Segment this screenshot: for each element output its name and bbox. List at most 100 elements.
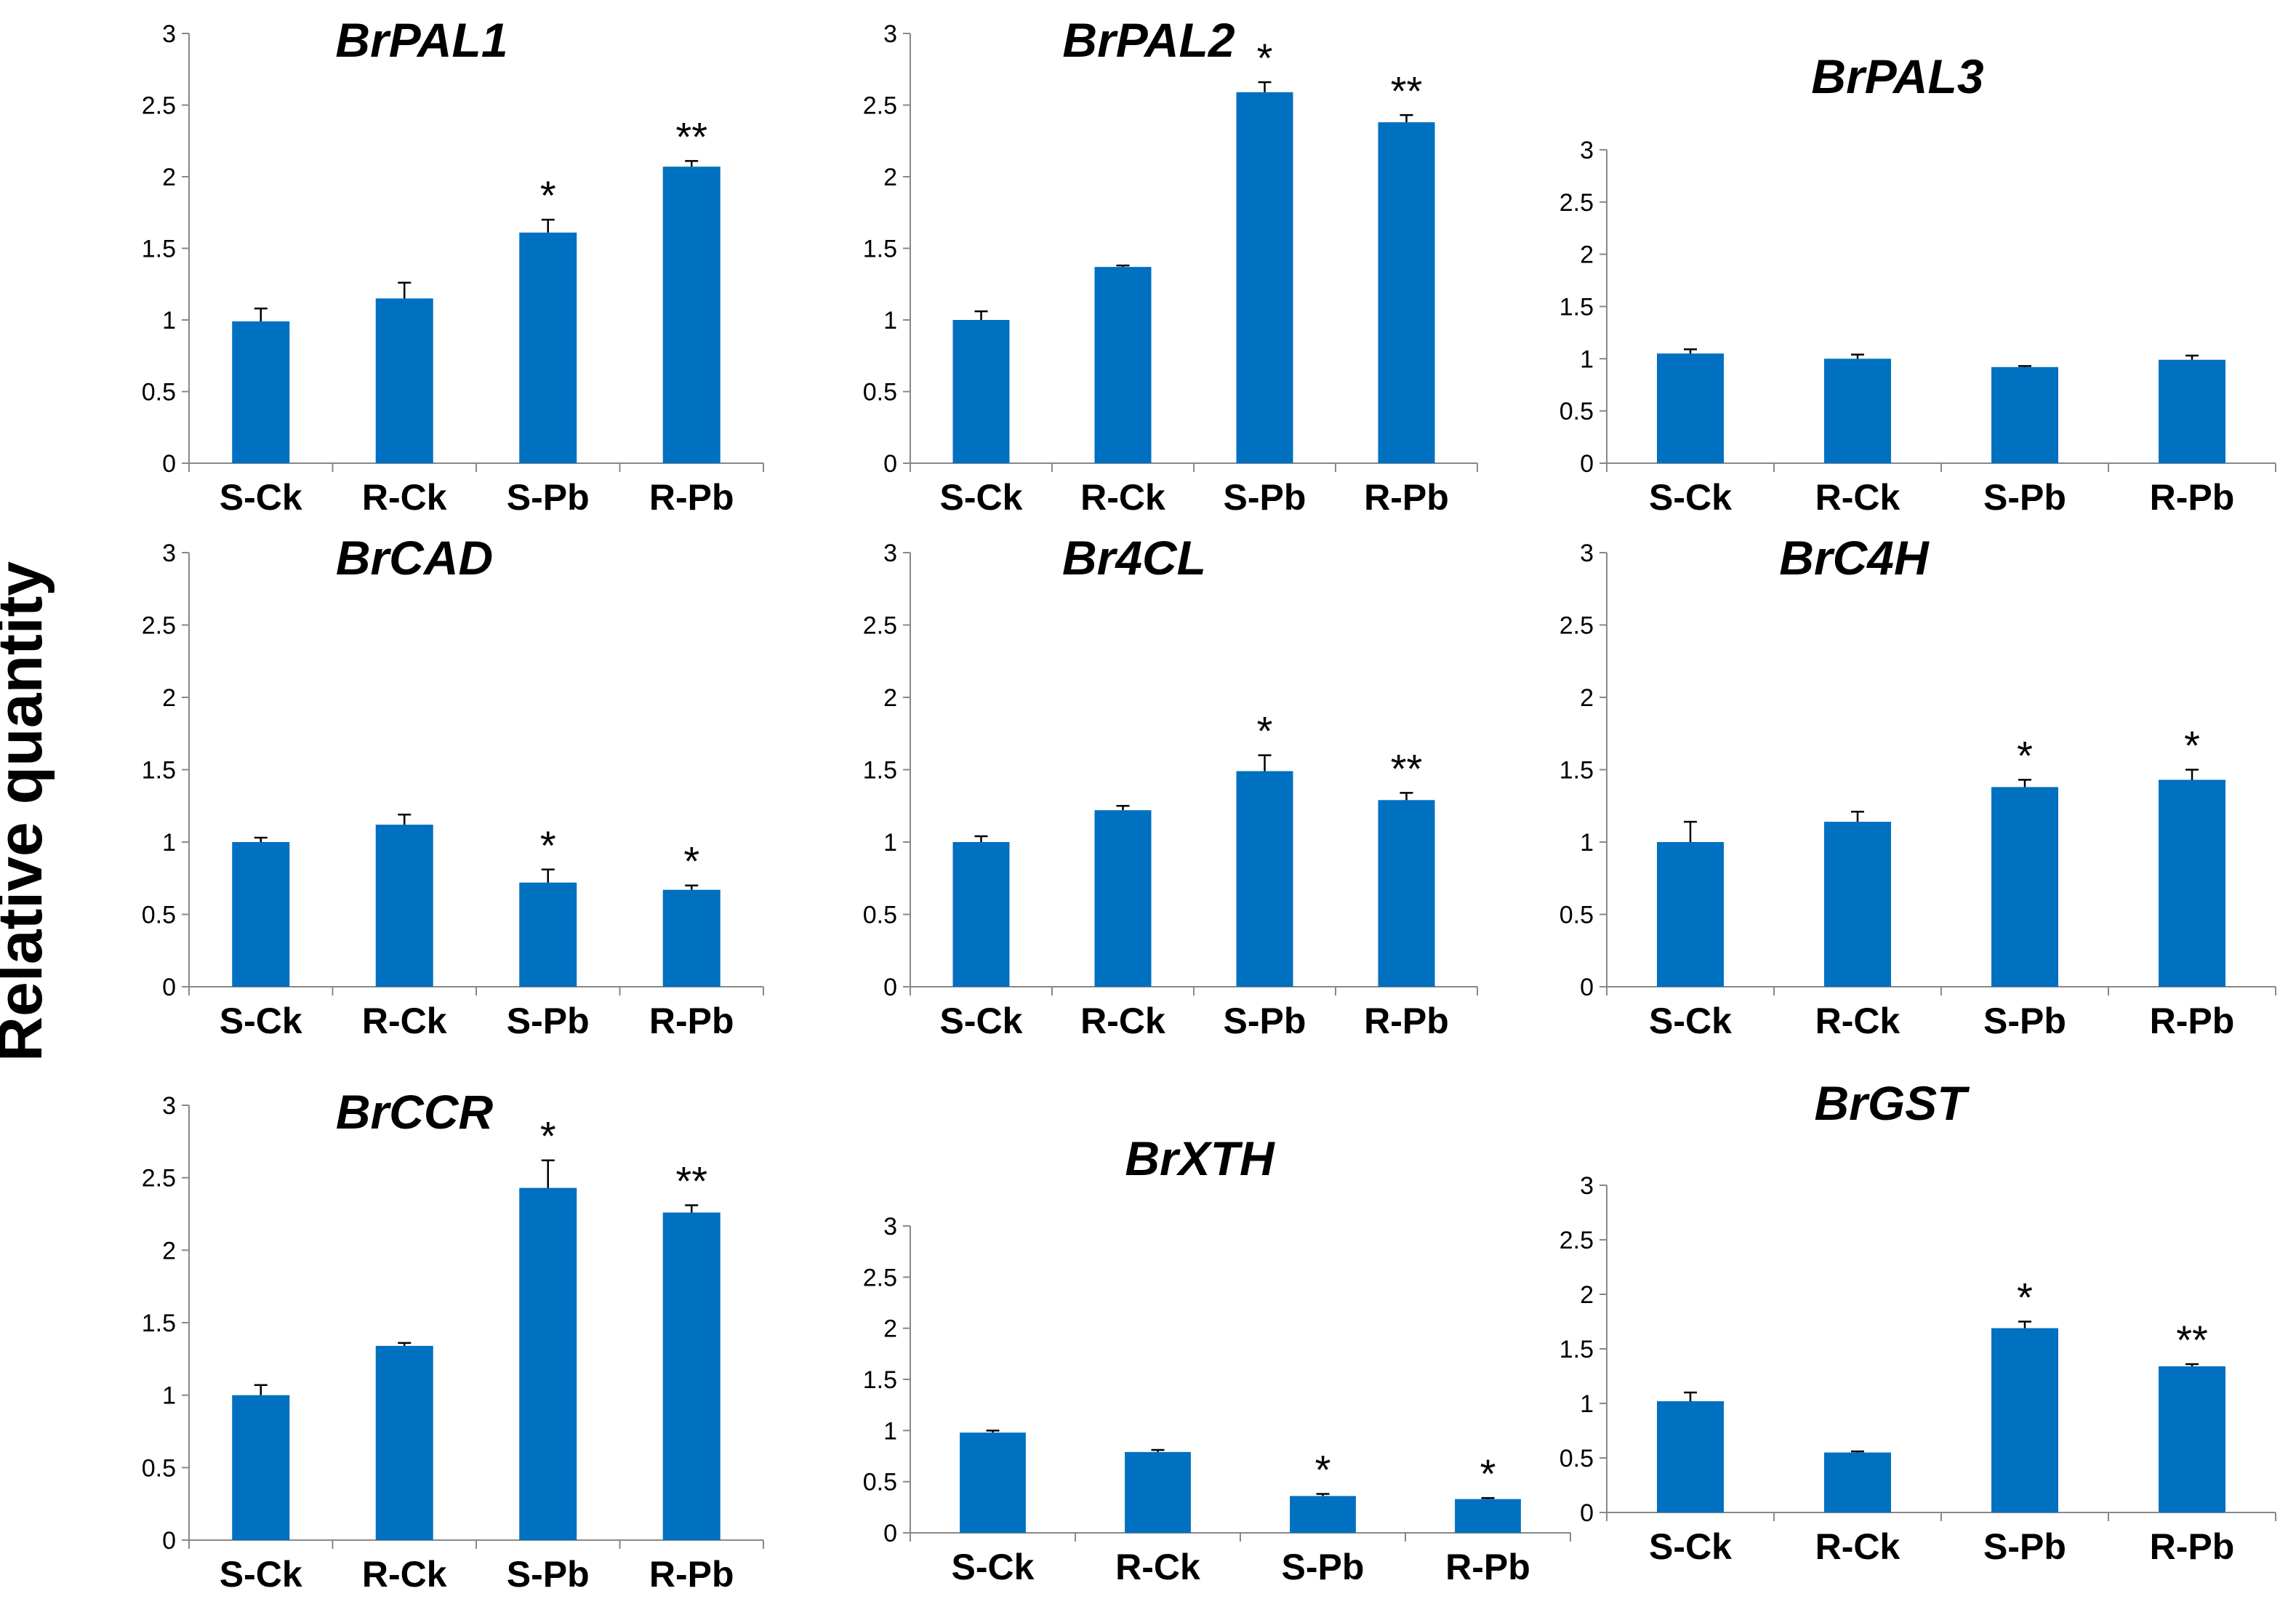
bar	[2159, 780, 2225, 987]
significance-marker: *	[1315, 1447, 1331, 1493]
chart-panel-brpal1: BrPAL1 0 0.5 1 1.5 2 2.5 3 S-Ck R-Ck * S-Pb ** R-Pb	[142, 13, 764, 518]
y-tick-label: 3	[1580, 137, 1594, 164]
bar	[1824, 822, 1891, 987]
bar	[960, 1432, 1026, 1533]
y-tick-label: 1	[162, 307, 176, 334]
x-tick-label: S-Pb	[1983, 477, 2066, 518]
significance-marker: **	[2176, 1317, 2208, 1363]
significance-marker: *	[1257, 35, 1273, 81]
x-tick-label: R-Pb	[1364, 1001, 1449, 1041]
y-tick-label: 1	[883, 1417, 897, 1445]
significance-marker: *	[540, 822, 556, 868]
chart-title: BrXTH	[1125, 1131, 1275, 1185]
y-tick-label: 2.5	[863, 1264, 897, 1291]
bar	[375, 298, 433, 463]
significance-marker: **	[1391, 745, 1423, 791]
significance-marker: **	[675, 1158, 707, 1204]
bar	[1290, 1496, 1356, 1533]
chart-title: BrGST	[1814, 1076, 1970, 1130]
bar	[519, 232, 577, 463]
y-tick-label: 0.5	[863, 379, 897, 406]
y-tick-label: 2	[1580, 241, 1594, 269]
x-tick-label: S-Pb	[1224, 1001, 1306, 1041]
significance-marker: **	[675, 113, 707, 159]
bar	[232, 1395, 290, 1540]
bar	[2159, 1366, 2225, 1512]
plot-group: BrCAD 0 0.5 1 1.5 2 2.5 3 S-Ck R-Ck * S-Pb * R-Pb	[142, 531, 764, 1041]
y-tick-label: 0	[162, 450, 176, 478]
x-tick-label: R-Ck	[1115, 1547, 1200, 1587]
chart-panel-brxth: BrXTH 0 0.5 1 1.5 2 2.5 3 S-Ck R-Ck * S-Pb * R-Pb	[863, 1131, 1571, 1587]
significance-marker: *	[2017, 732, 2033, 778]
y-tick-label: 1	[1580, 829, 1594, 857]
x-tick-label: S-Ck	[220, 1554, 302, 1595]
y-tick-label: 2	[883, 684, 897, 712]
y-tick-label: 3	[883, 540, 897, 567]
y-tick-label: 0.5	[1560, 902, 1594, 929]
x-tick-label: R-Pb	[1445, 1547, 1530, 1587]
significance-marker: *	[1257, 708, 1273, 754]
y-tick-label: 2	[162, 164, 176, 191]
bar	[952, 320, 1010, 463]
x-tick-label: S-Pb	[1282, 1547, 1365, 1587]
y-tick-label: 1	[162, 1382, 176, 1410]
y-tick-label: 1	[1580, 1390, 1594, 1418]
y-tick-label: 0.5	[142, 379, 176, 406]
chart-title: BrCAD	[336, 531, 493, 585]
bar	[2159, 359, 2225, 463]
x-tick-label: R-Ck	[362, 1001, 447, 1041]
chart-panel-brpal2: BrPAL2 0 0.5 1 1.5 2 2.5 3 S-Ck R-Ck * S-Pb ** R-Pb	[863, 13, 1478, 518]
y-tick-label: 2	[162, 1237, 176, 1265]
x-tick-label: R-Pb	[2150, 1001, 2235, 1041]
plot-group: BrPAL3 0 0.5 1 1.5 2 2.5 3 S-Ck R-Ck S-Pb R-Pb	[1560, 49, 2276, 518]
chart-panel-brc4h: BrC4H 0 0.5 1 1.5 2 2.5 3 S-Ck R-Ck * S-Pb * R-Pb	[1560, 531, 2276, 1041]
x-tick-label: R-Ck	[1080, 477, 1165, 518]
y-tick-label: 0	[883, 1520, 897, 1547]
bar	[662, 1212, 720, 1540]
x-tick-label: S-Pb	[1224, 477, 1306, 518]
bar	[375, 825, 433, 987]
x-tick-label: R-Ck	[362, 477, 447, 518]
y-tick-label: 3	[883, 20, 897, 48]
y-tick-label: 0	[883, 450, 897, 478]
y-tick-label: 0.5	[863, 1469, 897, 1496]
y-tick-label: 3	[162, 20, 176, 48]
bar	[662, 889, 720, 987]
x-tick-label: R-Pb	[649, 477, 734, 518]
bar	[1378, 122, 1435, 463]
y-axis-label: Relative quantity	[0, 561, 55, 1062]
plot-group: BrPAL2 0 0.5 1 1.5 2 2.5 3 S-Ck R-Ck * S-Pb ** R-Pb	[863, 13, 1478, 518]
y-tick-label: 1.5	[1560, 757, 1594, 785]
y-tick-label: 0	[1580, 974, 1594, 1001]
x-tick-label: S-Ck	[220, 477, 302, 518]
y-tick-label: 0.5	[1560, 1445, 1594, 1472]
y-tick-label: 1.5	[1560, 1336, 1594, 1363]
x-tick-label: S-Ck	[1649, 1001, 1732, 1041]
bar	[1125, 1451, 1191, 1533]
bar	[1657, 1401, 1724, 1512]
y-tick-label: 2.5	[142, 92, 176, 120]
x-tick-label: S-Pb	[507, 477, 590, 518]
y-tick-label: 1.5	[863, 236, 897, 263]
bar	[1236, 771, 1293, 987]
y-tick-label: 3	[162, 1092, 176, 1120]
chart-title: BrPAL2	[1062, 13, 1235, 67]
y-tick-label: 0	[162, 1527, 176, 1555]
chart-title: BrC4H	[1779, 531, 1930, 585]
bar	[1991, 1328, 2058, 1512]
x-tick-label: R-Pb	[2150, 477, 2235, 518]
significance-marker: **	[1391, 68, 1423, 113]
significance-marker: *	[540, 172, 556, 218]
y-tick-label: 0.5	[1560, 398, 1594, 425]
y-tick-label: 2.5	[863, 92, 897, 120]
x-tick-label: S-Ck	[220, 1001, 302, 1041]
x-tick-label: S-Ck	[952, 1547, 1035, 1587]
y-tick-label: 1.5	[863, 1366, 897, 1394]
y-tick-label: 1.5	[1560, 294, 1594, 321]
y-tick-label: 2	[162, 684, 176, 712]
y-tick-label: 1	[883, 829, 897, 857]
bar	[1657, 842, 1724, 987]
y-tick-label: 2	[1580, 1281, 1594, 1309]
chart-panel-brccr: BrCCR 0 0.5 1 1.5 2 2.5 3 S-Ck R-Ck * S-Pb ** R-Pb	[142, 1085, 764, 1595]
x-tick-label: R-Ck	[1815, 1001, 1900, 1041]
